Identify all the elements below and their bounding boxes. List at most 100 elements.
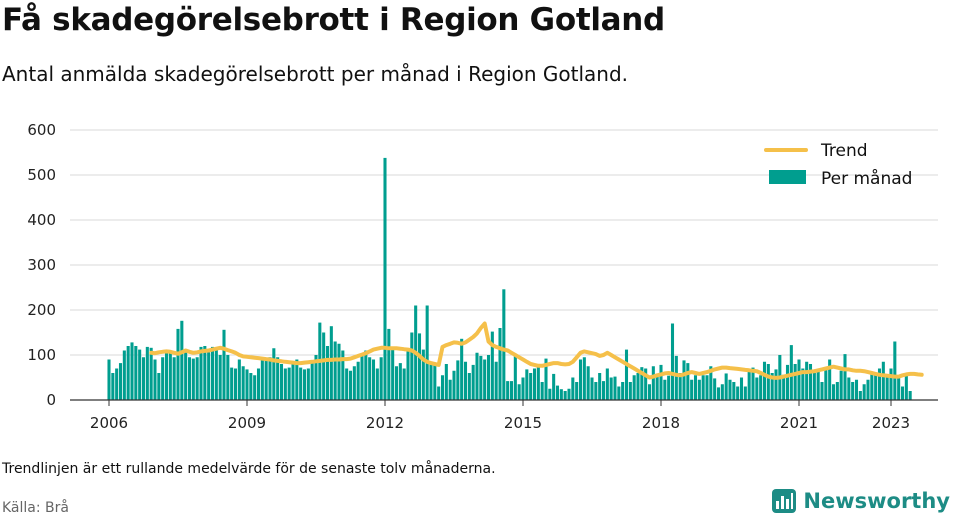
y-tick-label: 500 — [27, 166, 56, 184]
bar — [743, 386, 747, 400]
bar — [828, 359, 832, 400]
bar — [475, 352, 479, 400]
bar — [555, 385, 560, 400]
bar — [812, 373, 816, 400]
bar — [609, 377, 613, 400]
bar — [456, 360, 460, 400]
bar — [486, 355, 491, 400]
bar — [283, 368, 287, 400]
bar — [651, 366, 655, 400]
bar — [471, 364, 475, 400]
bar — [207, 352, 211, 400]
bar — [245, 369, 249, 400]
bar — [621, 382, 625, 400]
bar — [398, 363, 402, 400]
bar — [203, 346, 207, 400]
bar — [770, 373, 774, 400]
bar — [847, 377, 851, 400]
bar — [601, 381, 606, 400]
bar — [552, 373, 556, 400]
bar — [605, 368, 609, 400]
bar — [724, 373, 728, 400]
bar — [383, 157, 387, 400]
bar — [575, 382, 579, 400]
bar — [149, 347, 153, 400]
legend: Trend Per månad — [764, 141, 912, 189]
bar — [701, 375, 705, 400]
bar — [226, 355, 230, 400]
bar — [529, 373, 533, 400]
bar — [467, 373, 471, 400]
bar — [824, 368, 828, 400]
bar — [686, 363, 690, 400]
bar — [617, 386, 621, 400]
bar — [613, 376, 617, 400]
bar — [333, 341, 337, 400]
bar — [126, 346, 130, 400]
bar — [260, 360, 264, 400]
newsworthy-logo-icon — [772, 489, 797, 513]
bar — [544, 358, 548, 400]
bar — [816, 370, 820, 400]
bar — [739, 377, 744, 400]
brand-logo[interactable]: Newsworthy — [771, 488, 950, 514]
bar — [417, 333, 422, 400]
bar — [368, 357, 372, 400]
bar — [801, 368, 805, 400]
bar — [195, 357, 199, 400]
bar — [885, 377, 889, 400]
bar — [674, 355, 678, 400]
bar — [172, 357, 176, 400]
bar — [640, 367, 644, 400]
trend-line-group — [149, 321, 924, 380]
bar — [498, 328, 502, 400]
bar — [785, 364, 790, 400]
bar — [191, 358, 195, 400]
bar — [237, 359, 241, 400]
bar — [506, 381, 510, 400]
bar — [314, 355, 318, 400]
bar — [502, 289, 506, 400]
bar — [762, 361, 767, 400]
bar — [644, 368, 648, 400]
bar — [594, 382, 598, 400]
bar — [241, 366, 245, 400]
bar — [628, 382, 632, 400]
bar — [540, 382, 544, 400]
bar — [874, 375, 878, 400]
bar — [513, 355, 517, 400]
bar — [525, 369, 529, 400]
bar — [130, 342, 134, 400]
bar — [337, 343, 341, 400]
bar — [563, 391, 567, 400]
trend-line — [149, 321, 924, 380]
bar — [851, 382, 855, 400]
bar — [624, 349, 629, 400]
bar — [647, 384, 652, 400]
bar — [460, 338, 464, 400]
bar — [866, 379, 870, 400]
bar — [264, 359, 268, 400]
bar — [843, 354, 847, 400]
gridlines — [70, 129, 938, 356]
monthly-bars — [107, 157, 912, 400]
y-tick-label: 100 — [27, 346, 56, 364]
bar — [521, 377, 525, 400]
bar — [371, 359, 376, 400]
bar — [900, 386, 905, 400]
bar — [268, 357, 272, 400]
bar — [394, 366, 399, 400]
source-credit: Källa: Brå — [2, 500, 69, 516]
bar — [387, 328, 391, 400]
bar — [348, 370, 353, 400]
y-tick-label: 200 — [27, 301, 56, 319]
bar — [782, 374, 786, 400]
bar — [636, 373, 640, 400]
bar — [379, 357, 383, 400]
bar — [341, 350, 345, 400]
bar — [360, 355, 364, 400]
bar — [279, 364, 284, 400]
bar — [716, 387, 721, 400]
bar — [839, 370, 843, 400]
bar — [705, 375, 709, 400]
